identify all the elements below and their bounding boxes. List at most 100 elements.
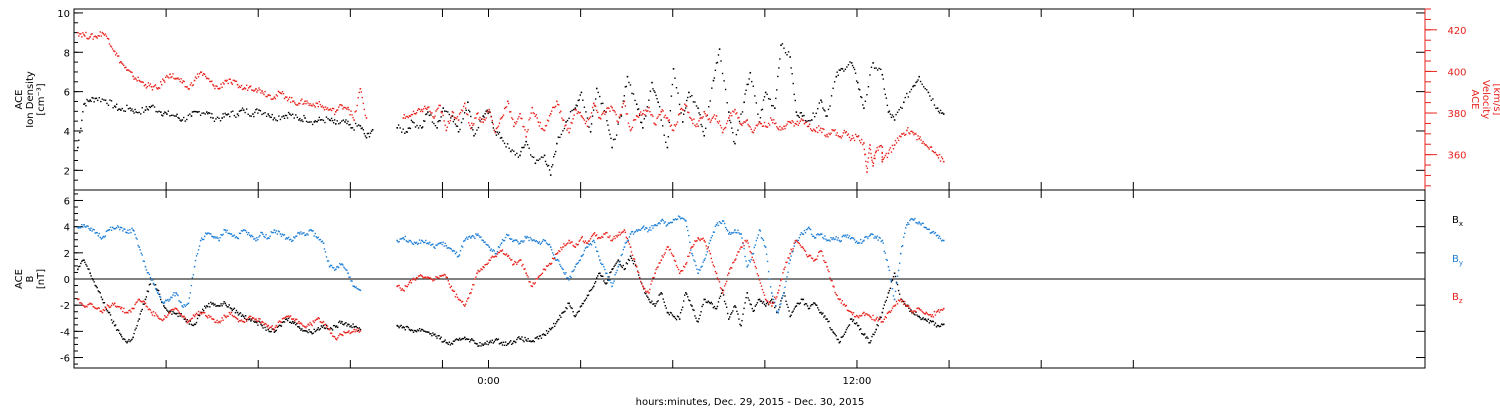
data-point	[253, 320, 255, 323]
data-point	[306, 330, 308, 333]
data-point	[932, 316, 935, 318]
data-point	[589, 238, 592, 240]
data-point	[461, 300, 464, 303]
data-point	[95, 36, 98, 38]
data-point	[677, 316, 680, 318]
data-point	[162, 319, 164, 322]
data-point	[544, 269, 547, 271]
data-point	[586, 125, 589, 128]
data-point	[98, 307, 100, 309]
data-point	[520, 240, 522, 242]
data-point	[572, 244, 574, 247]
data-point	[770, 298, 773, 301]
data-point	[90, 100, 92, 103]
data-point	[278, 115, 280, 117]
data-point	[80, 302, 82, 304]
data-point	[359, 330, 362, 332]
data-point	[607, 236, 609, 238]
data-point	[636, 270, 639, 273]
data-point	[932, 320, 935, 323]
data-point	[568, 239, 570, 242]
data-point	[585, 120, 588, 123]
data-point	[908, 223, 910, 226]
data-point	[113, 302, 116, 305]
data-point	[532, 239, 534, 241]
data-point	[774, 122, 776, 125]
data-point	[790, 248, 792, 251]
data-point	[918, 137, 920, 140]
data-point	[707, 246, 709, 248]
data-point	[441, 243, 443, 246]
data-point	[762, 291, 765, 294]
data-point	[289, 315, 292, 317]
data-point	[280, 235, 283, 237]
data-point	[630, 251, 633, 253]
data-point	[259, 318, 261, 320]
data-point	[601, 275, 603, 277]
data-point	[610, 271, 612, 273]
data-point	[333, 119, 336, 121]
data-point	[930, 99, 933, 101]
data-point	[889, 287, 892, 290]
data-point	[244, 318, 247, 320]
data-point	[789, 121, 792, 123]
data-point	[940, 240, 943, 242]
data-point	[421, 126, 424, 128]
data-point	[184, 85, 186, 88]
data-point	[471, 235, 473, 238]
data-point	[184, 120, 186, 122]
data-point	[354, 111, 356, 113]
data-point	[552, 254, 555, 256]
data-point	[803, 229, 806, 232]
data-point	[95, 307, 98, 310]
data-point	[425, 113, 427, 116]
data-point	[204, 113, 206, 115]
data-point	[478, 235, 480, 237]
data-point	[772, 122, 774, 124]
data-point	[105, 307, 108, 310]
data-point	[458, 254, 461, 256]
data-point	[420, 239, 423, 242]
data-point	[439, 104, 441, 107]
data-point	[803, 249, 806, 251]
data-point	[277, 325, 280, 328]
data-point	[366, 132, 369, 135]
data-point	[353, 119, 356, 121]
data-point	[857, 324, 860, 327]
data-point	[591, 234, 594, 237]
data-point	[779, 58, 781, 60]
x-axis-label: hours:minutes, Dec. 29, 2015 - Dec. 30, …	[636, 397, 865, 408]
data-point	[176, 293, 178, 296]
data-point	[187, 320, 190, 323]
data-point	[560, 246, 562, 249]
data-point	[107, 305, 110, 307]
data-point	[255, 239, 257, 242]
data-point	[690, 117, 692, 120]
data-point	[134, 77, 136, 79]
data-point	[539, 335, 542, 337]
data-point	[578, 310, 580, 312]
data-point	[103, 34, 106, 36]
data-point	[713, 77, 716, 79]
data-point	[452, 112, 455, 114]
data-point	[321, 321, 324, 324]
data-point	[281, 233, 284, 235]
data-point	[176, 78, 178, 80]
data-point	[515, 123, 517, 125]
data-point	[850, 137, 853, 140]
data-point	[712, 264, 715, 266]
data-point	[928, 148, 931, 150]
data-point	[140, 300, 142, 303]
data-point	[431, 334, 433, 337]
data-point	[220, 303, 222, 305]
data-point	[189, 319, 192, 321]
y-tick-label: -4	[60, 327, 70, 338]
data-point	[214, 303, 216, 305]
data-point	[656, 267, 658, 269]
data-point	[811, 257, 814, 260]
data-point	[99, 292, 101, 294]
data-point	[477, 233, 479, 235]
data-point	[342, 334, 344, 337]
data-point	[798, 303, 801, 305]
data-point	[583, 300, 586, 302]
